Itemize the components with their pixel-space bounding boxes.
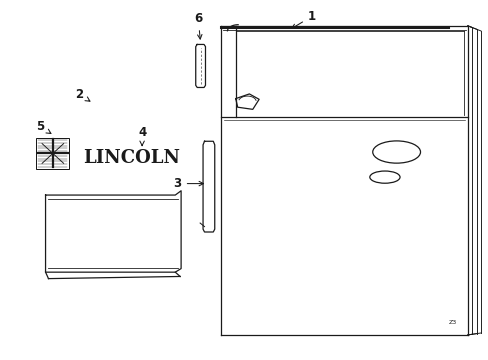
Text: LINCOLN: LINCOLN xyxy=(82,149,180,167)
Text: 3: 3 xyxy=(173,177,203,190)
Text: 2: 2 xyxy=(76,88,90,101)
Bar xyxy=(36,138,69,169)
Text: Z3: Z3 xyxy=(448,320,456,325)
Text: 6: 6 xyxy=(194,12,202,39)
Text: 1: 1 xyxy=(291,10,315,28)
Text: 4: 4 xyxy=(138,126,146,145)
Text: 5: 5 xyxy=(37,121,51,134)
